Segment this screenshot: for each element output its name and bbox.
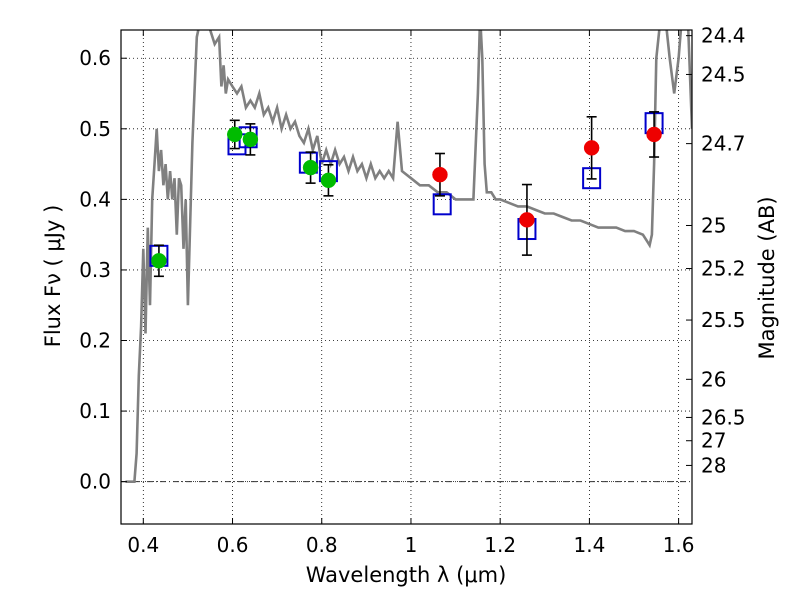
y-tick-label: 0.6	[79, 46, 111, 70]
mag-tick-label: 24.4	[701, 24, 746, 48]
mag-tick-label: 26.5	[701, 405, 746, 429]
mag-tick-label: 24.7	[701, 132, 746, 156]
axis-ticks: 0.4 0.6 0.8 1 1.2 1.4 1.6 0.0 0.1 0.2 0.3 0.4 0.5 0.6…	[79, 24, 745, 557]
model-square-marker	[432, 193, 452, 216]
x-tick-label: 1.6	[663, 533, 695, 557]
x-tick-label: 0.4	[127, 533, 159, 557]
optical-data-point	[227, 126, 243, 143]
y-tick-label: 0.3	[79, 258, 111, 282]
x-axis-label: Wavelength λ (μm)	[306, 563, 507, 587]
mag-tick-label: 27	[701, 429, 726, 453]
plot-frame	[120, 29, 693, 525]
x-tick-label: 0.8	[306, 533, 338, 557]
optical-data-point	[320, 172, 337, 189]
x-tick-label: 1.2	[484, 533, 516, 557]
x-tick-label: 0.6	[217, 533, 249, 557]
mag-tick-label: 25	[701, 213, 726, 237]
mag-tick-label: 26	[701, 367, 726, 391]
model-sed-line	[125, 30, 692, 484]
y-tick-label: 0.5	[79, 117, 111, 141]
y-tick-label: 0.0	[79, 470, 111, 494]
y-tick-label: 0.1	[79, 399, 111, 423]
nir-data-point	[519, 212, 535, 228]
nir-data-point	[432, 166, 448, 183]
optical-data-point	[302, 159, 319, 176]
x-tick-label: 1.4	[573, 533, 605, 557]
mag-tick-label: 25.2	[701, 257, 746, 281]
mag-tick-label: 24.5	[701, 62, 746, 86]
optical-data-point	[242, 131, 259, 148]
x-tick-label: 1	[405, 533, 418, 557]
y-tick-label: 0.4	[79, 187, 111, 211]
nir-data-point	[583, 140, 600, 156]
magnitude-axis-label: Magnitude (AB)	[755, 196, 779, 359]
mag-tick-label: 28	[701, 453, 726, 477]
mag-tick-label: 25.5	[701, 308, 746, 332]
optical-data-point	[151, 253, 167, 269]
y-axis-label: Flux Fν ( μJy )	[41, 205, 65, 348]
grid-lines	[121, 30, 692, 524]
data-markers	[149, 111, 664, 278]
nir-data-point	[646, 126, 662, 143]
y-tick-label: 0.2	[79, 329, 111, 353]
